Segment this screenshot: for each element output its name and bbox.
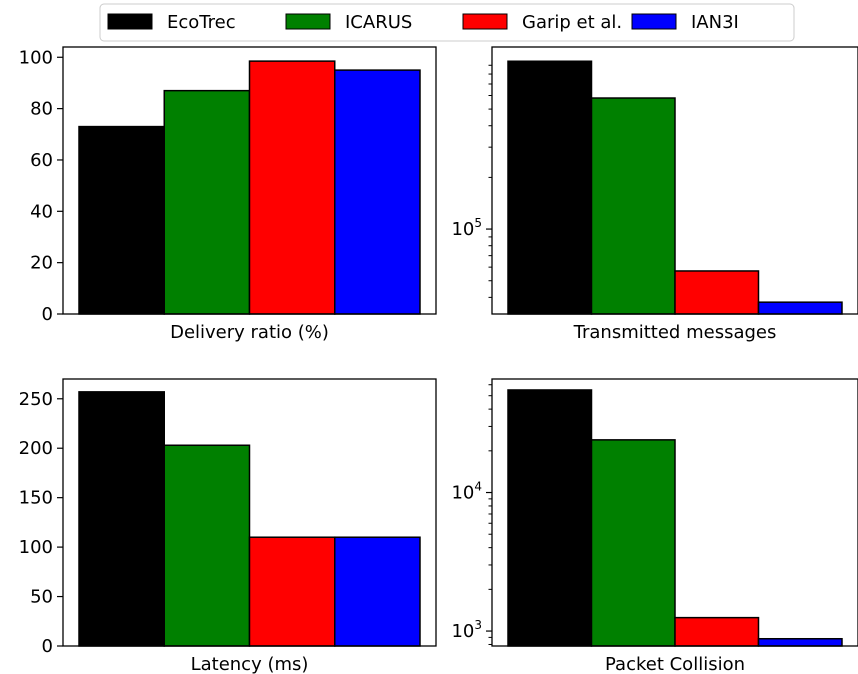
axes-frame [62, 46, 437, 315]
y-tick-label: 150 [19, 488, 53, 509]
y-tick-label: 200 [19, 438, 53, 459]
bar-icarus [590, 439, 676, 647]
legend-label-ecotrec: EcoTrec [167, 12, 236, 33]
y-tick-label: 20 [30, 253, 53, 274]
legend: EcoTrec ICARUS Garip et al. IAN3I [99, 3, 795, 42]
legend-swatch-ian3i [631, 13, 677, 30]
x-axis-label: Packet Collision [605, 654, 745, 674]
bar-garip-et-al [248, 536, 336, 647]
delivery-ratio-chart: 0 20 40 60 80 100 Delivery ratio (%) [19, 46, 437, 343]
bar-ecotrec [78, 391, 165, 647]
bar-ecotrec [507, 60, 593, 315]
y-tick-label: 80 [30, 99, 53, 120]
bar-ecotrec [78, 125, 165, 315]
bar-ian3i [757, 301, 843, 315]
bar-ian3i [334, 69, 421, 315]
y-tick-label: 250 [19, 389, 53, 410]
legend-swatch-icarus [285, 13, 331, 30]
bar-ecotrec [507, 389, 593, 647]
bar-garip-et-al [674, 616, 760, 647]
axes-frame [62, 378, 437, 647]
x-axis-label: Transmitted messages [573, 322, 777, 343]
axes-frame [491, 378, 858, 647]
legend-frame [99, 3, 795, 42]
transmitted-messages-chart: 105 Transmitted messages [451, 46, 858, 343]
y-tick-label: 0 [42, 636, 53, 657]
legend-label-garip-et-al: Garip et al. [522, 12, 622, 33]
y-tick-label: 50 [30, 587, 53, 608]
x-axis-label: Latency (ms) [191, 654, 309, 674]
legend-swatch-ecotrec [107, 13, 153, 30]
y-tick-label: 100 [19, 537, 53, 558]
y-tick-label: 0 [42, 304, 53, 325]
legend-label-icarus: ICARUS [345, 12, 412, 33]
y-tick-label: 40 [30, 201, 53, 222]
y-tick-label: 103 [451, 618, 482, 642]
bar-garip-et-al [674, 270, 760, 315]
bar-garip-et-al [248, 60, 336, 315]
bar-icarus [590, 97, 676, 315]
latency-chart: 0 50 100 150 200 250 Latency (ms) [19, 378, 437, 674]
y-tick-label: 60 [30, 150, 53, 171]
bar-icarus [163, 89, 251, 315]
y-tick-label: 105 [451, 216, 482, 240]
bar-icarus [163, 444, 251, 647]
packet-collision-chart: 103 104 Packet Collision [451, 378, 858, 674]
y-tick-label: 104 [451, 480, 482, 504]
x-axis-label: Delivery ratio (%) [170, 322, 329, 343]
legend-swatch-garip-et-al [462, 13, 508, 30]
bar-ian3i [757, 637, 843, 647]
axes-frame [491, 46, 858, 315]
legend-label-ian3i: IAN3I [691, 12, 739, 33]
bar-ian3i [334, 536, 421, 647]
y-tick-label: 100 [19, 47, 53, 68]
